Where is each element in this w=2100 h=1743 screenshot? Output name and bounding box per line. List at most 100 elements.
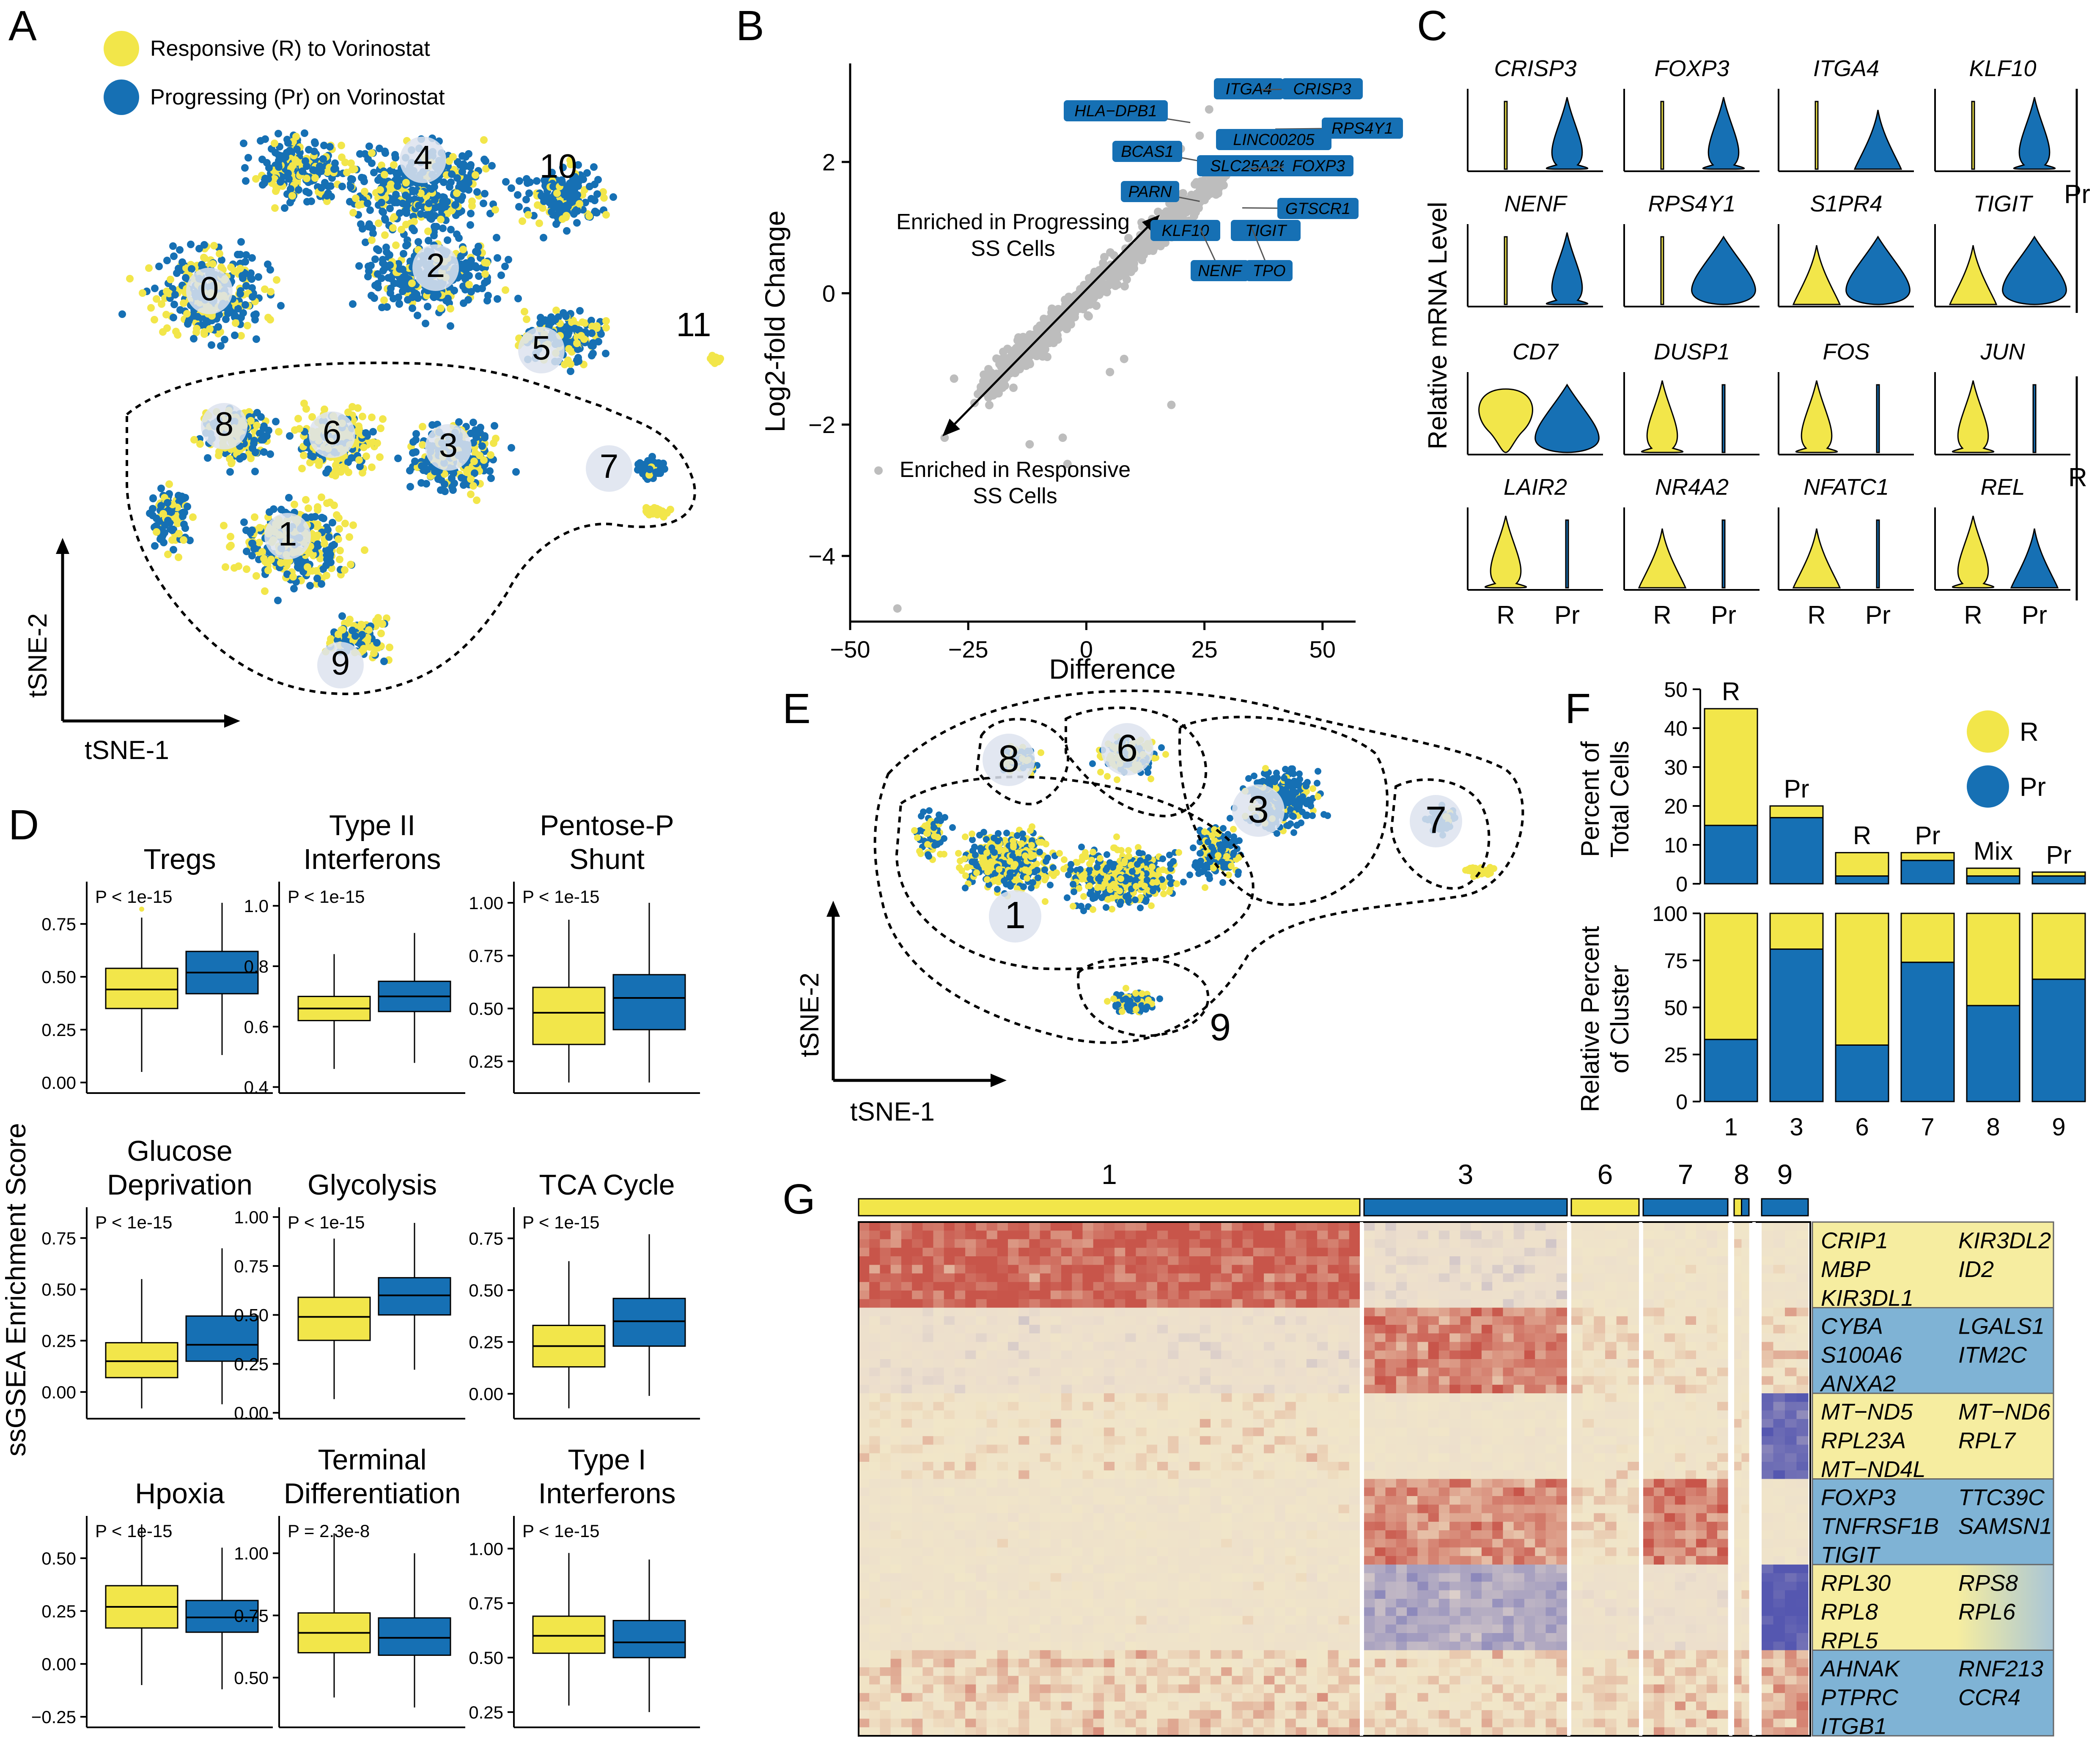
b-gene-label: BCAS1 xyxy=(1121,143,1174,161)
d-ytick-label: 0.50 xyxy=(234,1668,269,1688)
a-cell-point xyxy=(600,194,608,202)
a-cell-point xyxy=(320,142,328,149)
b-gene-point xyxy=(1205,105,1213,114)
a-cell-point xyxy=(540,234,547,241)
a-cell-point xyxy=(515,203,523,211)
a-cell-point xyxy=(458,474,465,482)
d-plot-title: Pentose-P xyxy=(540,809,674,841)
e-cell-point xyxy=(1077,866,1084,873)
e-cell-point xyxy=(969,830,975,837)
a-cell-point xyxy=(439,225,447,232)
d-pvalue: P < 1e-15 xyxy=(95,887,173,907)
e-cell-point xyxy=(962,885,969,891)
c-violin xyxy=(1845,236,1911,305)
a-cell-point xyxy=(453,189,461,197)
a-cell-point xyxy=(355,456,363,464)
a-cell-point xyxy=(300,452,307,459)
a-cell-point xyxy=(230,310,238,318)
e-cell-point xyxy=(1010,844,1017,850)
c-violin xyxy=(1504,101,1508,170)
b-gene-label: FOXP3 xyxy=(1292,157,1345,175)
a-cell-point xyxy=(590,163,598,171)
a-cell-point xyxy=(175,530,183,537)
a-cell-point xyxy=(347,561,354,568)
e-cell-point xyxy=(1186,872,1193,878)
a-cell-point xyxy=(267,288,275,296)
a-cell-point xyxy=(261,587,269,595)
a-cell-point xyxy=(258,156,266,163)
d-box xyxy=(532,1615,606,1654)
a-cell-point xyxy=(483,259,491,267)
a-xaxis-arrow xyxy=(224,714,240,728)
a-cell-point xyxy=(307,197,315,205)
a-cell-point xyxy=(180,536,187,544)
e-cell-point xyxy=(1099,884,1106,891)
d-ytick-label: 1.00 xyxy=(469,1539,503,1559)
d-pvalue: P < 1e-15 xyxy=(95,1212,173,1232)
e-cell-point xyxy=(1144,877,1150,883)
a-cell-point xyxy=(294,415,302,422)
a-cell-point xyxy=(266,316,274,323)
e-cell-point xyxy=(955,850,962,857)
a-cell-point xyxy=(302,496,310,504)
a-cell-point xyxy=(351,632,359,640)
legend-pr-label: Progressing (Pr) on Vorinostat xyxy=(150,85,445,110)
b-gene-point xyxy=(1079,301,1087,310)
a-cluster-label: 0 xyxy=(200,270,219,307)
a-cell-point xyxy=(224,310,232,317)
c-violin xyxy=(2032,384,2037,453)
a-cell-point xyxy=(487,474,495,482)
c-violin xyxy=(1660,236,1664,305)
e-cell-point xyxy=(1170,858,1177,865)
a-cell-point xyxy=(368,236,376,244)
a-cell-point xyxy=(505,256,512,263)
a-cluster-label: 1 xyxy=(278,515,297,553)
e-cell-point xyxy=(1118,847,1125,854)
d-ytick-label: 0.75 xyxy=(41,1228,76,1248)
a-cell-point xyxy=(447,226,455,233)
b-ytick-label: 0 xyxy=(822,280,835,307)
b-gene-point xyxy=(1003,345,1012,353)
a-cell-point xyxy=(381,148,389,155)
d-xlabel-r: R xyxy=(131,1740,153,1743)
a-cell-point xyxy=(187,241,195,248)
e-cell-point xyxy=(1007,869,1013,876)
d-ytick-label: 1.00 xyxy=(234,1207,269,1227)
c-gene-title: KLF10 xyxy=(1969,56,2036,81)
a-cell-point xyxy=(376,453,384,461)
a-cell-point xyxy=(240,140,247,147)
a-cell-point xyxy=(167,276,174,283)
a-cell-point xyxy=(573,340,581,347)
a-cell-point xyxy=(237,238,245,246)
b-gene-point xyxy=(1199,177,1207,185)
e-cell-point xyxy=(1097,855,1104,862)
e-cell-point xyxy=(1117,875,1124,882)
d-ytick-label: 0.25 xyxy=(41,1331,76,1351)
panel-a-scatter xyxy=(118,129,724,665)
a-cell-point xyxy=(335,525,343,533)
b-gene-point xyxy=(1054,335,1062,344)
a-cell-point xyxy=(309,453,317,460)
a-cell-point xyxy=(370,650,378,657)
a-cell-point xyxy=(502,286,509,294)
a-cell-point xyxy=(425,237,432,244)
a-cell-point xyxy=(240,518,248,526)
a-cell-point xyxy=(444,295,452,302)
b-xtick-label: −25 xyxy=(948,636,988,663)
a-cell-point xyxy=(361,546,368,554)
b-xtick-label: 50 xyxy=(1309,636,1336,663)
a-cell-point xyxy=(450,287,458,294)
a-cell-point xyxy=(652,469,660,476)
a-cell-point xyxy=(255,273,262,281)
e-cell-point xyxy=(988,844,995,851)
b-gene-point xyxy=(1058,433,1067,442)
d-box xyxy=(612,1620,686,1658)
a-cell-point xyxy=(188,265,195,273)
d-ytick-label: 0.25 xyxy=(469,1332,503,1352)
c-gene-title: CD7 xyxy=(1513,339,1559,364)
a-cell-point xyxy=(242,177,250,185)
a-cell-point xyxy=(526,178,534,186)
c-violin xyxy=(1853,110,1902,170)
a-cell-point xyxy=(182,274,189,282)
a-cell-point xyxy=(458,264,466,272)
